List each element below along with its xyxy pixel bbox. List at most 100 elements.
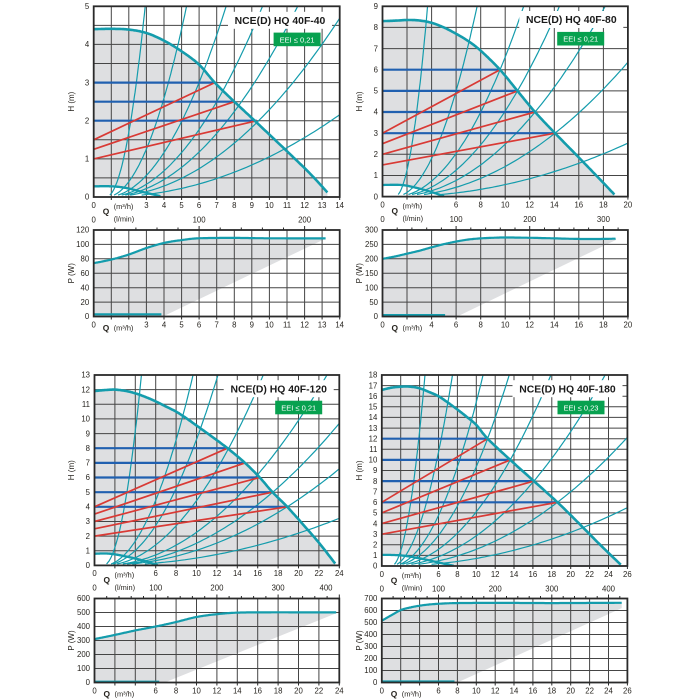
svg-text:100: 100 — [193, 215, 207, 224]
svg-text:3: 3 — [86, 517, 90, 526]
svg-text:100: 100 — [149, 584, 163, 593]
svg-text:6: 6 — [197, 201, 201, 210]
svg-text:300: 300 — [365, 226, 379, 235]
svg-text:11: 11 — [369, 445, 377, 454]
svg-text:(m³/h): (m³/h) — [114, 202, 134, 211]
svg-text:6: 6 — [454, 320, 458, 329]
svg-text:8: 8 — [479, 200, 483, 209]
svg-text:12: 12 — [525, 200, 534, 209]
svg-text:16: 16 — [369, 392, 378, 401]
svg-text:12: 12 — [81, 385, 90, 394]
svg-text:300: 300 — [77, 636, 91, 645]
svg-text:6: 6 — [454, 200, 458, 209]
svg-text:5: 5 — [85, 2, 90, 11]
svg-text:3: 3 — [373, 530, 377, 539]
svg-text:0: 0 — [374, 192, 379, 201]
svg-text:20: 20 — [294, 686, 303, 695]
svg-text:3: 3 — [144, 201, 148, 210]
svg-text:EEI ≤ 0,21: EEI ≤ 0,21 — [280, 35, 315, 44]
svg-text:300: 300 — [272, 584, 286, 593]
svg-text:9: 9 — [86, 429, 90, 438]
svg-text:14: 14 — [550, 200, 559, 209]
svg-text:12: 12 — [491, 686, 500, 695]
svg-text:400: 400 — [77, 622, 91, 631]
svg-text:120: 120 — [76, 226, 90, 235]
svg-text:Q: Q — [103, 207, 110, 217]
svg-text:16: 16 — [253, 686, 262, 695]
svg-text:6: 6 — [436, 686, 440, 695]
svg-text:500: 500 — [77, 608, 91, 617]
svg-text:0: 0 — [86, 678, 91, 687]
svg-text:14: 14 — [335, 201, 344, 210]
svg-text:4: 4 — [86, 503, 91, 512]
svg-text:16: 16 — [529, 570, 538, 579]
svg-text:22: 22 — [315, 686, 324, 695]
svg-text:14: 14 — [510, 570, 519, 579]
svg-text:0: 0 — [374, 312, 379, 321]
svg-text:0: 0 — [85, 312, 90, 321]
svg-text:700: 700 — [364, 594, 378, 603]
svg-text:20: 20 — [566, 686, 575, 695]
svg-text:600: 600 — [77, 594, 91, 603]
svg-text:0: 0 — [373, 562, 378, 571]
svg-text:6: 6 — [374, 65, 378, 74]
svg-text:(m³/h): (m³/h) — [115, 570, 135, 579]
svg-text:14: 14 — [233, 686, 242, 695]
svg-text:26: 26 — [623, 570, 632, 579]
svg-text:8: 8 — [479, 320, 483, 329]
svg-text:250: 250 — [365, 240, 379, 249]
svg-text:2: 2 — [374, 150, 378, 159]
svg-text:13: 13 — [81, 371, 90, 380]
svg-text:200: 200 — [523, 215, 537, 224]
svg-text:100: 100 — [450, 215, 464, 224]
svg-text:12: 12 — [300, 320, 309, 329]
svg-text:14: 14 — [335, 320, 344, 329]
svg-text:10: 10 — [501, 320, 510, 329]
svg-text:16: 16 — [574, 320, 583, 329]
svg-text:10: 10 — [501, 200, 510, 209]
svg-text:5: 5 — [374, 87, 379, 96]
svg-text:9: 9 — [374, 2, 378, 11]
svg-text:22: 22 — [585, 570, 594, 579]
svg-text:400: 400 — [319, 584, 333, 593]
svg-text:12: 12 — [491, 570, 500, 579]
svg-text:8: 8 — [86, 444, 90, 453]
svg-text:8: 8 — [232, 320, 236, 329]
svg-text:6: 6 — [436, 570, 440, 579]
svg-text:3: 3 — [85, 78, 89, 87]
svg-text:17: 17 — [369, 381, 378, 390]
svg-text:7: 7 — [86, 459, 90, 468]
svg-text:3: 3 — [144, 320, 148, 329]
svg-text:0: 0 — [92, 584, 97, 593]
svg-text:0: 0 — [85, 193, 90, 202]
svg-text:26: 26 — [623, 686, 632, 695]
svg-text:13: 13 — [369, 424, 378, 433]
svg-text:NCE(D) HQ 40F-80: NCE(D) HQ 40F-80 — [526, 15, 617, 26]
svg-text:2: 2 — [86, 532, 90, 541]
svg-text:8: 8 — [455, 570, 459, 579]
svg-text:18: 18 — [274, 686, 283, 695]
svg-text:200: 200 — [365, 255, 379, 264]
svg-text:3: 3 — [374, 129, 378, 138]
svg-text:16: 16 — [529, 686, 538, 695]
svg-text:Q: Q — [391, 689, 398, 699]
svg-text:9: 9 — [250, 201, 254, 210]
svg-text:(l/min): (l/min) — [403, 214, 424, 223]
svg-text:NCE(D) HQ 40F-40: NCE(D) HQ 40F-40 — [235, 16, 326, 27]
svg-text:10: 10 — [472, 570, 481, 579]
svg-text:Q: Q — [391, 576, 398, 586]
svg-text:14: 14 — [550, 320, 559, 329]
svg-text:18: 18 — [547, 570, 556, 579]
svg-text:NCE(D) HQ 40F-180: NCE(D) HQ 40F-180 — [519, 384, 616, 395]
svg-text:(m³/h): (m³/h) — [402, 571, 422, 580]
svg-text:16: 16 — [253, 569, 262, 578]
svg-text:1: 1 — [374, 171, 378, 180]
svg-text:0: 0 — [380, 584, 385, 593]
svg-text:16: 16 — [574, 200, 583, 209]
svg-text:2: 2 — [85, 116, 89, 125]
svg-text:H (m): H (m) — [67, 91, 76, 111]
svg-text:EEI ≤ 0,21: EEI ≤ 0,21 — [281, 403, 316, 412]
svg-text:4: 4 — [373, 519, 378, 528]
svg-text:10: 10 — [265, 320, 274, 329]
svg-text:0: 0 — [92, 215, 97, 224]
